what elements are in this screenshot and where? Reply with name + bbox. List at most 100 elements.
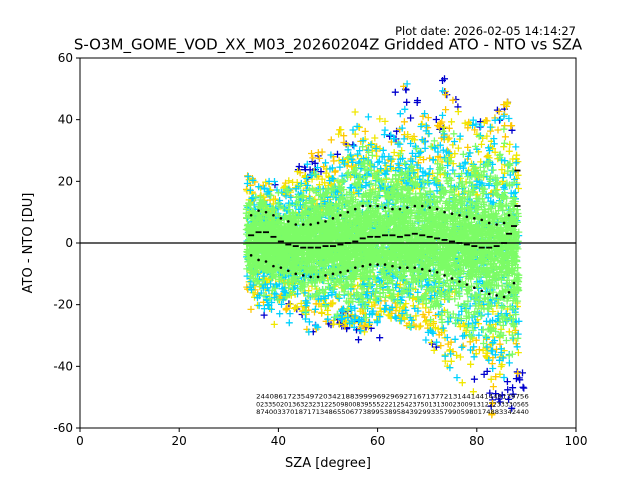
spread-mark bbox=[353, 266, 357, 269]
x-axis-label: SZA [degree] bbox=[285, 456, 371, 471]
spread-mark bbox=[420, 267, 424, 271]
statistics-layer bbox=[248, 169, 521, 299]
spread-mark bbox=[331, 217, 335, 220]
spread-mark bbox=[339, 270, 342, 274]
spread-mark bbox=[495, 223, 498, 226]
y-tick-label: 60 bbox=[58, 51, 73, 65]
spread-mark bbox=[287, 269, 290, 273]
spread-mark bbox=[450, 277, 454, 280]
spread-mark bbox=[272, 213, 275, 217]
series-lower-spread bbox=[249, 254, 516, 299]
y-tick-label: 0 bbox=[65, 236, 73, 250]
spread-mark bbox=[507, 291, 511, 294]
spread-mark bbox=[294, 272, 298, 276]
spread-mark bbox=[502, 221, 506, 225]
spread-mark bbox=[339, 213, 342, 217]
spread-mark bbox=[450, 212, 454, 216]
spread-mark bbox=[502, 295, 506, 299]
spread-mark bbox=[257, 209, 260, 212]
x-tick-label: 20 bbox=[172, 434, 187, 448]
spread-mark bbox=[465, 215, 469, 219]
x-tick-label: 40 bbox=[271, 434, 286, 448]
spread-mark bbox=[346, 210, 350, 214]
spread-mark bbox=[264, 210, 268, 214]
spread-mark bbox=[272, 264, 275, 268]
scatter-points bbox=[242, 75, 528, 419]
y-axis-label: ATO - NTO [DU] bbox=[21, 193, 36, 294]
y-tick-label: 20 bbox=[58, 174, 73, 188]
spread-mark bbox=[301, 274, 305, 277]
x-tick-label: 0 bbox=[76, 434, 84, 448]
count-row: 2440861723549720342188399996929692716713… bbox=[256, 394, 529, 401]
spread-mark bbox=[428, 206, 431, 209]
y-tick-label: -60 bbox=[53, 421, 73, 435]
spread-mark bbox=[309, 275, 312, 279]
y-tick-label: 40 bbox=[58, 113, 73, 127]
y-tick-label: -40 bbox=[53, 359, 73, 373]
spread-mark bbox=[480, 289, 484, 293]
scatter-level-3 bbox=[242, 125, 523, 360]
spread-mark bbox=[279, 266, 283, 269]
chart-title: S-O3M_GOME_VOD_XX_M03_20260204Z Gridded … bbox=[74, 36, 583, 55]
spread-mark bbox=[487, 221, 491, 225]
spread-mark bbox=[507, 213, 511, 217]
spread-mark bbox=[309, 223, 312, 226]
spread-mark bbox=[346, 269, 350, 273]
spread-mark bbox=[391, 264, 394, 268]
spread-mark bbox=[257, 258, 260, 262]
spread-mark bbox=[376, 263, 379, 266]
spread-mark bbox=[368, 263, 372, 266]
x-tick-label: 60 bbox=[370, 434, 385, 448]
spread-mark bbox=[413, 204, 417, 208]
spread-mark bbox=[413, 266, 417, 269]
y-axis: -60 -40 -20 0 20 40 60 bbox=[53, 51, 80, 435]
spread-mark bbox=[324, 220, 327, 223]
y-tick-label: -20 bbox=[53, 298, 73, 312]
x-tick-label: 80 bbox=[469, 434, 484, 448]
spread-mark bbox=[264, 260, 268, 263]
spread-mark bbox=[368, 204, 372, 208]
spread-mark bbox=[458, 280, 461, 283]
x-tick-label: 100 bbox=[565, 434, 588, 448]
spread-mark bbox=[435, 207, 439, 211]
spread-mark bbox=[435, 270, 439, 274]
count-row: 0233502013632323122509800839555222125423… bbox=[256, 401, 529, 408]
spread-mark bbox=[249, 254, 253, 257]
spread-mark bbox=[406, 266, 409, 269]
spread-mark bbox=[316, 275, 320, 279]
spread-mark bbox=[383, 206, 387, 209]
spread-mark bbox=[406, 206, 409, 209]
spread-mark bbox=[443, 274, 446, 277]
spread-mark bbox=[458, 213, 461, 217]
spread-mark bbox=[279, 217, 283, 220]
spread-mark bbox=[331, 272, 335, 276]
spread-mark bbox=[443, 210, 446, 214]
spread-mark bbox=[376, 204, 379, 208]
spread-mark bbox=[301, 223, 305, 226]
series-median bbox=[248, 169, 521, 249]
spread-mark bbox=[398, 266, 402, 269]
plot-date: Plot date: 2026-02-05 14:14:27 bbox=[395, 24, 576, 38]
spread-mark bbox=[249, 213, 253, 217]
spread-mark bbox=[383, 263, 387, 266]
spread-mark bbox=[353, 207, 357, 211]
spread-mark bbox=[287, 220, 290, 223]
count-row: 8740033701871713486550677389953895843929… bbox=[256, 409, 529, 416]
spread-mark bbox=[487, 292, 491, 296]
spread-mark bbox=[391, 207, 394, 211]
spread-mark bbox=[473, 286, 476, 290]
x-axis: 0 20 40 60 80 100 bbox=[76, 428, 587, 448]
spread-mark bbox=[361, 204, 365, 208]
count-annotation: 2440861723549720342188399996929692716713… bbox=[256, 394, 529, 416]
spread-mark bbox=[473, 217, 476, 220]
spread-mark bbox=[420, 204, 424, 208]
spread-mark bbox=[361, 264, 365, 268]
spread-mark bbox=[480, 218, 484, 222]
spread-mark bbox=[465, 283, 469, 286]
spread-mark bbox=[316, 221, 320, 225]
spread-mark bbox=[324, 274, 327, 277]
spread-mark bbox=[294, 223, 298, 226]
spread-mark bbox=[495, 294, 498, 297]
spread-mark bbox=[398, 207, 402, 211]
